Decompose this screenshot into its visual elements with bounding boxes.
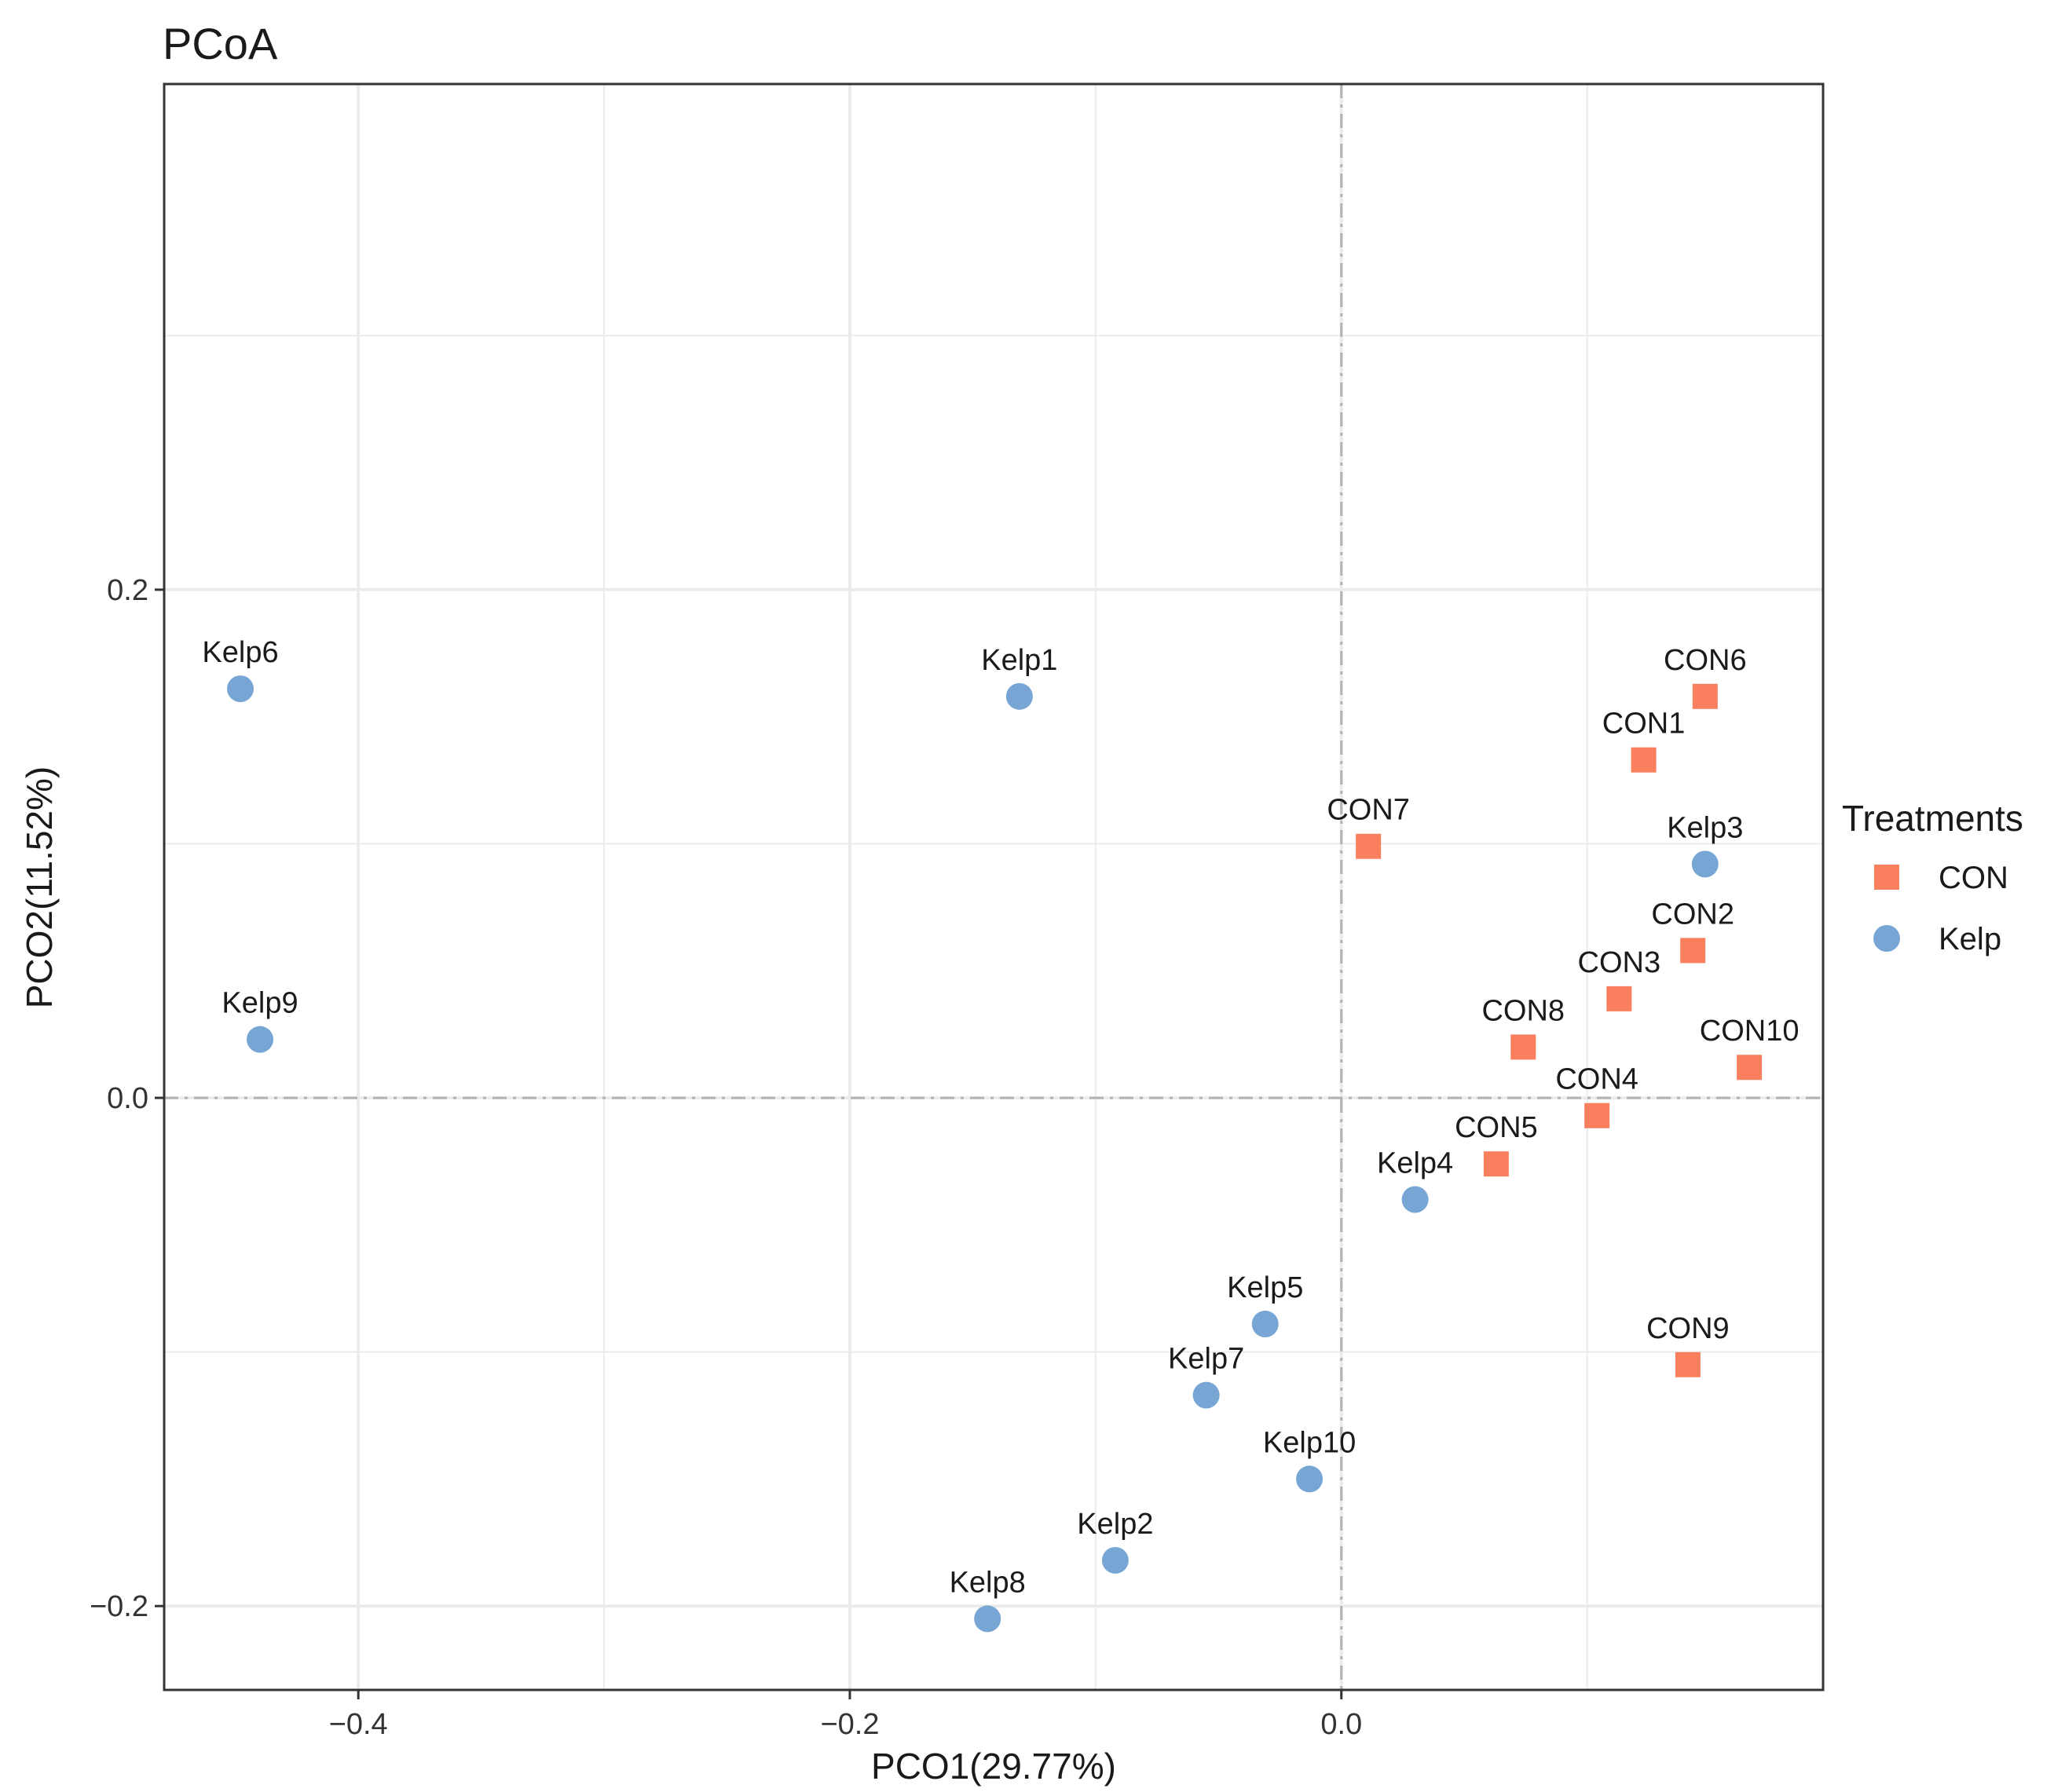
legend-entry-con: CON bbox=[1874, 861, 2008, 895]
point-con5 bbox=[1483, 1151, 1509, 1177]
point-label-con9: CON9 bbox=[1646, 1312, 1730, 1345]
point-label-kelp2: Kelp2 bbox=[1077, 1508, 1153, 1541]
point-label-con1: CON1 bbox=[1602, 708, 1686, 741]
y-tick-label: 0.2 bbox=[107, 574, 148, 607]
point-label-kelp1: Kelp1 bbox=[981, 644, 1057, 677]
point-label-kelp8: Kelp8 bbox=[950, 1566, 1026, 1599]
point-label-con8: CON8 bbox=[1481, 994, 1565, 1027]
plot-background bbox=[164, 84, 1823, 1690]
point-label-con4: CON4 bbox=[1555, 1063, 1638, 1096]
point-label-kelp9: Kelp9 bbox=[222, 987, 298, 1020]
point-kelp3 bbox=[1691, 850, 1719, 878]
x-tick-label: 0.0 bbox=[1320, 1708, 1362, 1741]
point-label-con7: CON7 bbox=[1327, 794, 1410, 827]
legend-entry-kelp: Kelp bbox=[1873, 922, 2001, 956]
point-kelp5 bbox=[1251, 1311, 1279, 1338]
point-label-kelp10: Kelp10 bbox=[1263, 1426, 1356, 1459]
y-tick-label: −0.2 bbox=[90, 1590, 148, 1623]
point-label-con3: CON3 bbox=[1578, 946, 1661, 979]
plot-border bbox=[163, 82, 1825, 1691]
legend-key-kelp bbox=[1873, 925, 1900, 952]
point-kelp2 bbox=[1101, 1546, 1129, 1574]
point-label-kelp3: Kelp3 bbox=[1667, 811, 1743, 844]
legend-label-kelp: Kelp bbox=[1939, 922, 2001, 956]
point-label-con10: CON10 bbox=[1700, 1015, 1800, 1048]
legend-key-con bbox=[1874, 865, 1899, 890]
y-axis-title: PCO2(11.52%) bbox=[19, 766, 60, 1009]
legend-entries: CON Kelp bbox=[1873, 861, 2008, 956]
legend: Treatments CON Kelp bbox=[1842, 798, 2023, 956]
point-kelp7 bbox=[1192, 1381, 1220, 1409]
point-con7 bbox=[1356, 833, 1382, 859]
point-con8 bbox=[1510, 1034, 1536, 1060]
point-con4 bbox=[1584, 1103, 1610, 1128]
chart-title: PCoA bbox=[163, 19, 278, 68]
point-kelp8 bbox=[974, 1605, 1001, 1633]
point-con9 bbox=[1675, 1351, 1701, 1377]
point-con2 bbox=[1680, 938, 1706, 964]
axis-ticks: −0.4 −0.2 0.0 −0.2 0.0 0.2 bbox=[90, 574, 1362, 1741]
point-label-kelp5: Kelp5 bbox=[1227, 1271, 1303, 1304]
point-label-con2: CON2 bbox=[1651, 898, 1734, 931]
point-label-kelp4: Kelp4 bbox=[1377, 1147, 1453, 1179]
y-tick-label: 0.0 bbox=[107, 1082, 148, 1115]
x-axis-title: PCO1(29.77%) bbox=[871, 1746, 1116, 1787]
point-kelp1 bbox=[1005, 682, 1033, 710]
reference-lines bbox=[164, 84, 1823, 1690]
legend-label-con: CON bbox=[1939, 861, 2008, 895]
point-label-kelp7: Kelp7 bbox=[1168, 1343, 1244, 1376]
x-tick-label: −0.4 bbox=[329, 1708, 388, 1741]
point-kelp6 bbox=[226, 675, 254, 703]
point-kelp4 bbox=[1401, 1186, 1429, 1213]
data-points bbox=[226, 675, 1763, 1633]
point-labels: CON1 CON2 CON3 CON4 CON5 CON6 CON7 CON8 CON9 CON1… bbox=[202, 636, 1799, 1599]
legend-title: Treatments bbox=[1842, 798, 2023, 839]
x-tick-label: −0.2 bbox=[820, 1708, 879, 1741]
point-con1 bbox=[1631, 747, 1657, 773]
point-kelp10 bbox=[1296, 1465, 1324, 1493]
point-con10 bbox=[1737, 1055, 1763, 1081]
point-con6 bbox=[1692, 683, 1718, 709]
point-kelp9 bbox=[247, 1026, 274, 1053]
point-label-con6: CON6 bbox=[1664, 644, 1747, 677]
point-con3 bbox=[1606, 986, 1632, 1011]
point-label-kelp6: Kelp6 bbox=[202, 636, 278, 669]
point-label-con5: CON5 bbox=[1455, 1111, 1538, 1144]
